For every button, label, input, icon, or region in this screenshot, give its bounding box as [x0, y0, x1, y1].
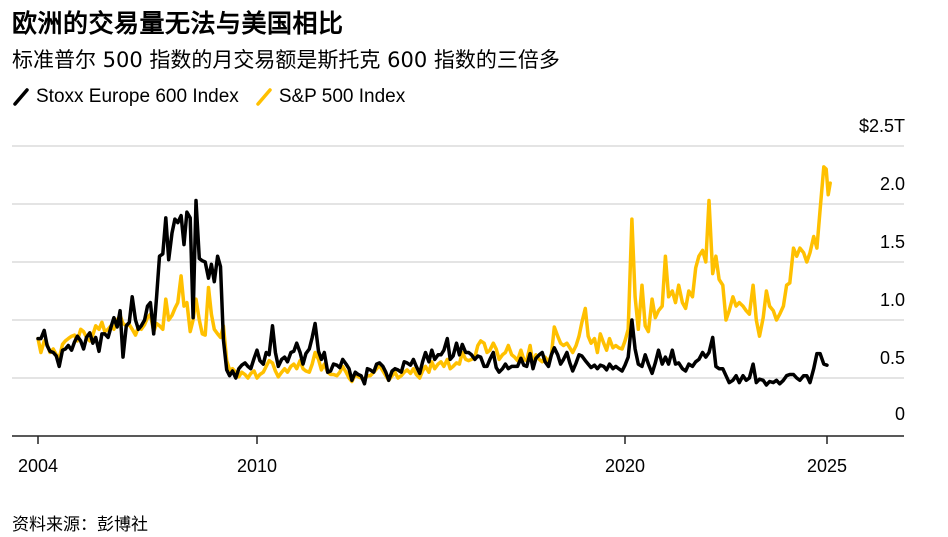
- y-tick-label: 1.5: [880, 232, 905, 252]
- legend-swatch-stoxx-icon: [13, 88, 29, 106]
- chart-title: 欧洲的交易量无法与美国相比: [12, 9, 344, 38]
- x-tick-label: 2025: [807, 456, 847, 476]
- x-tick-label: 2004: [18, 456, 58, 476]
- legend-label-stoxx: Stoxx Europe 600 Index: [36, 86, 239, 107]
- y-tick-label: $2.5T: [859, 116, 905, 136]
- y-tick-label: 1.0: [880, 290, 905, 310]
- x-tick-label: 2010: [237, 456, 277, 476]
- y-tick-label: 0: [895, 404, 905, 424]
- series-line-stoxx600: [36, 198, 829, 387]
- source-note: 资料来源：彭博社: [12, 515, 148, 535]
- y-tick-label: 2.0: [880, 174, 905, 194]
- x-tick-label: 2020: [605, 456, 645, 476]
- y-tick-label: 0.5: [880, 348, 905, 368]
- series-line-sp500: [36, 165, 832, 384]
- legend-swatch-sp500-icon: [256, 88, 272, 106]
- legend: Stoxx Europe 600 Index S&P 500 Index: [12, 86, 421, 108]
- legend-item-sp500: S&P 500 Index: [255, 86, 405, 108]
- legend-label-sp500: S&P 500 Index: [278, 86, 406, 107]
- legend-item-stoxx: Stoxx Europe 600 Index: [12, 86, 239, 108]
- chart-subtitle: 标准普尔 500 指数的月交易额是斯托克 600 指数的三倍多: [12, 48, 560, 72]
